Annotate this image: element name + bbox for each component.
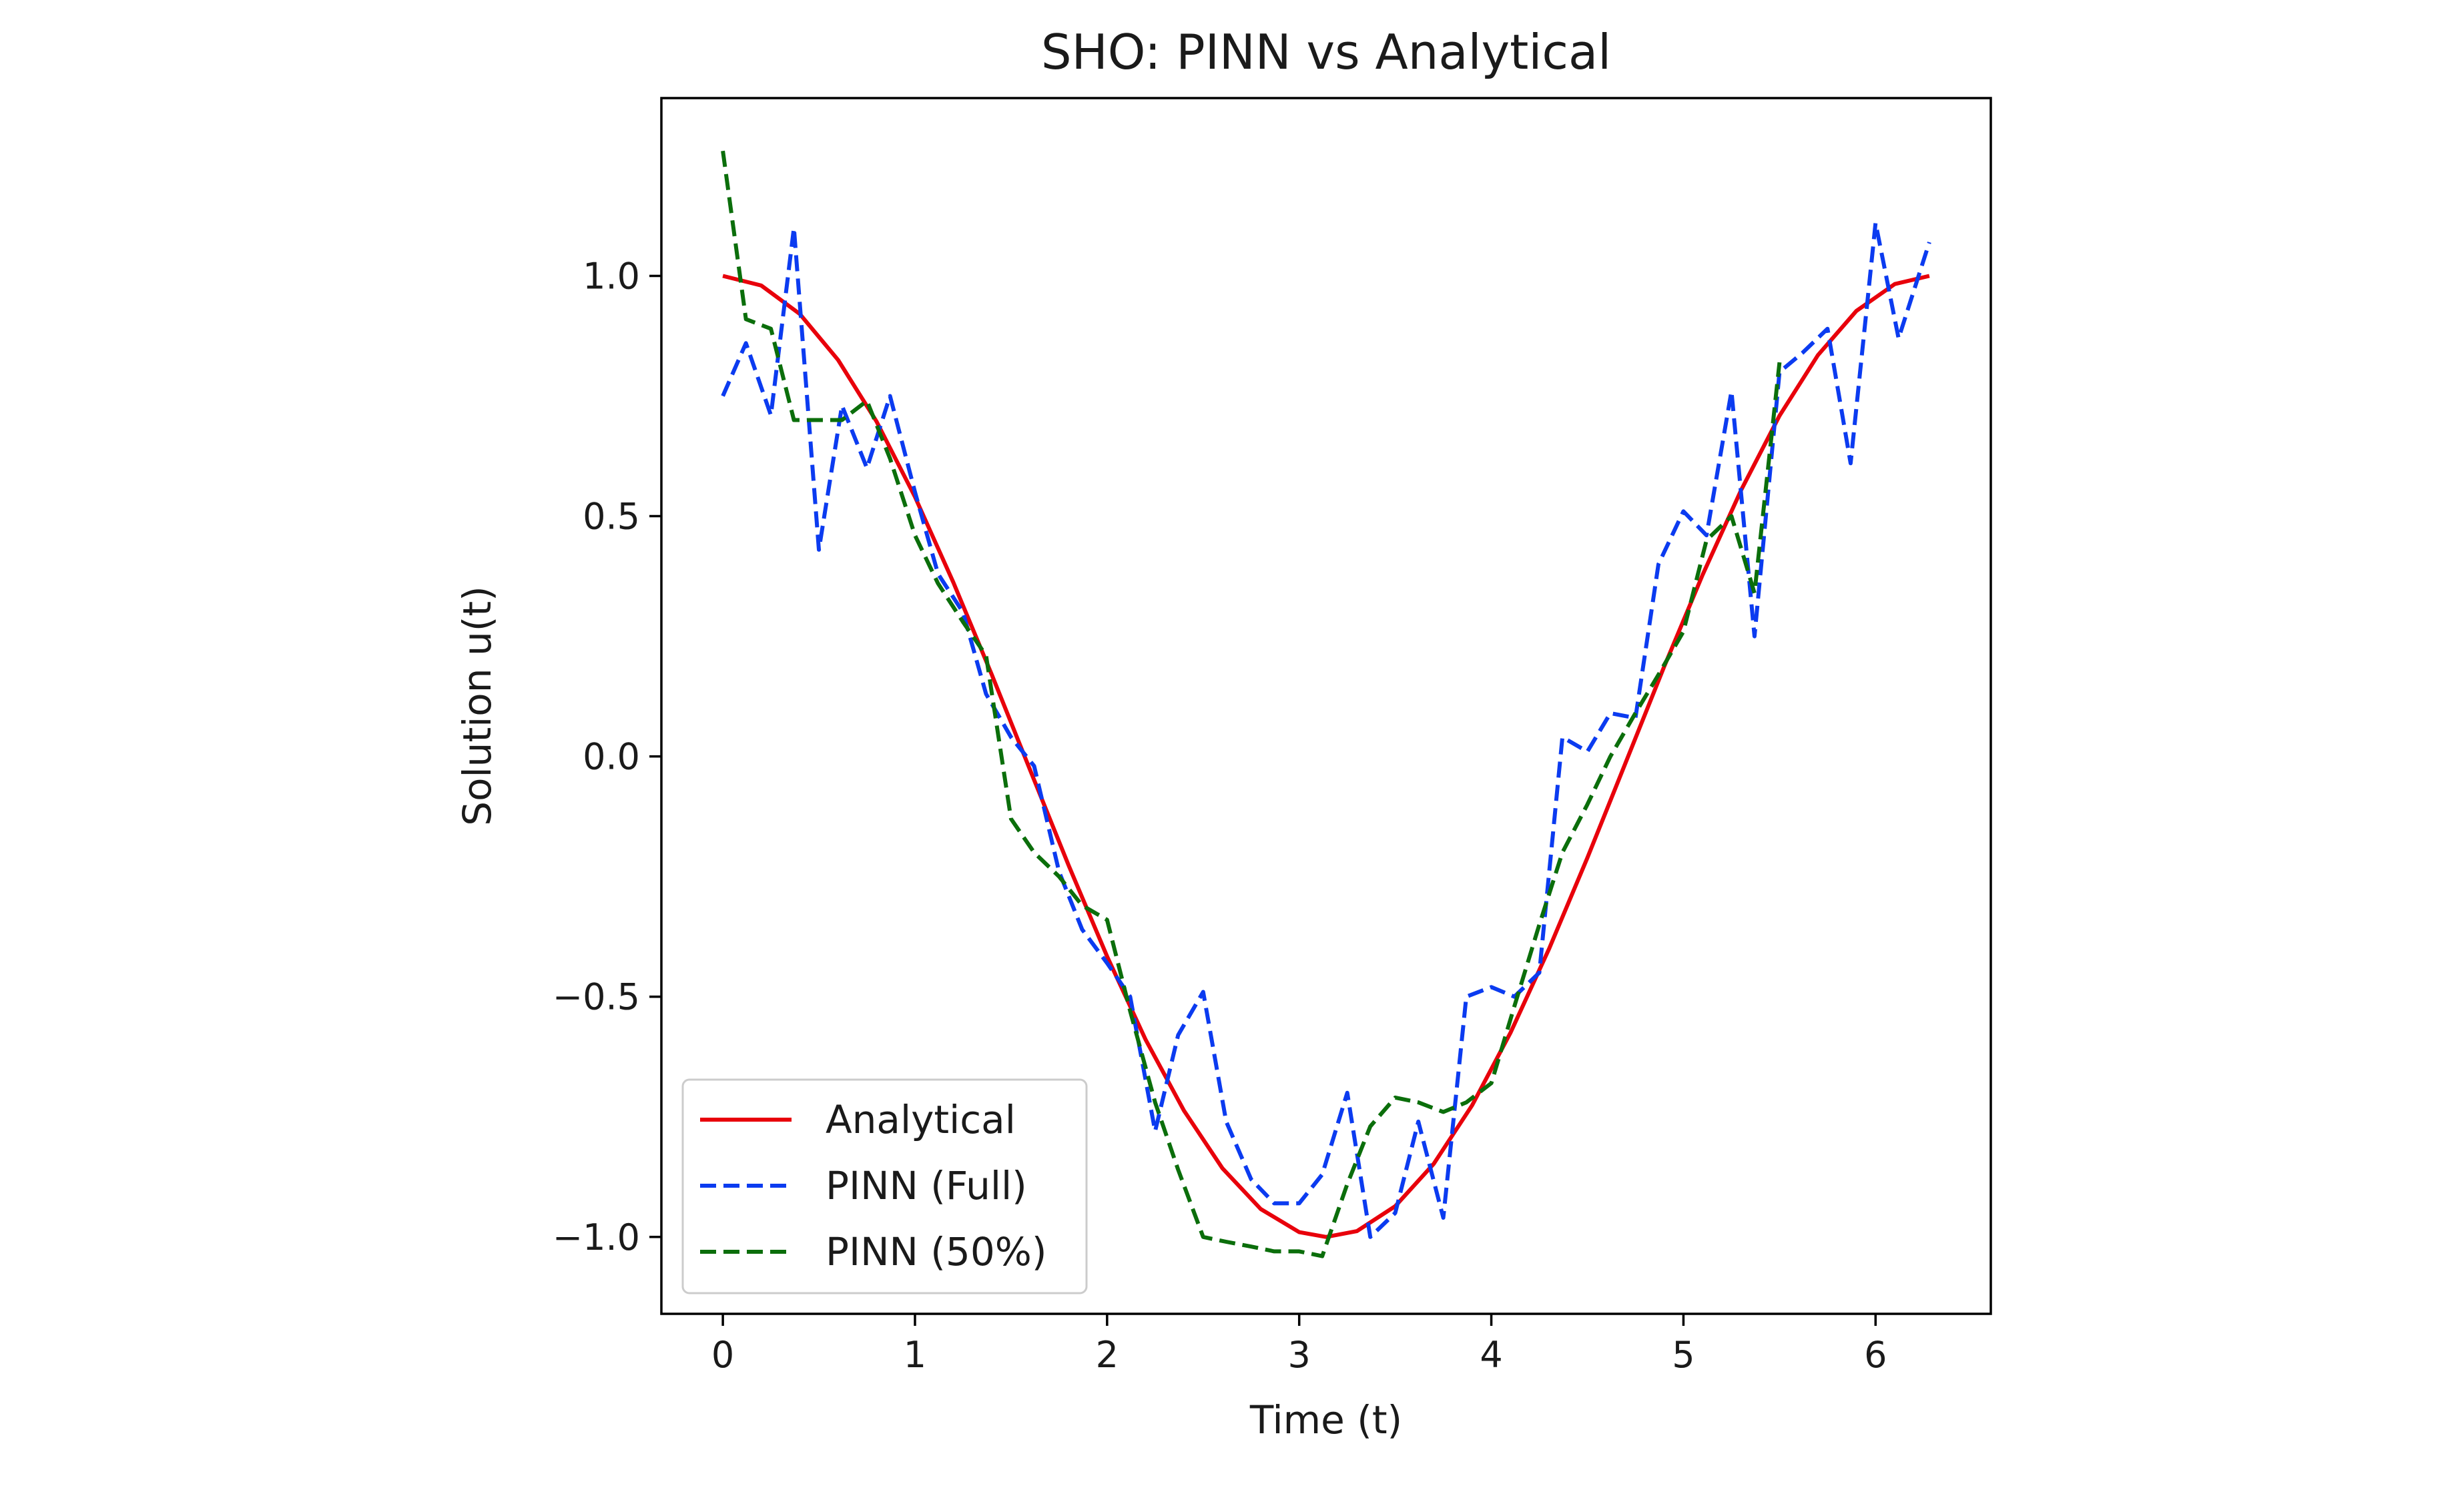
y-tick-label: 0.5 — [583, 496, 640, 538]
legend: Analytical PINN (Full) PINN (50%) — [681, 1078, 1088, 1294]
y-tick-label: −0.5 — [553, 976, 640, 1018]
series-layer — [721, 150, 1931, 1258]
x-tick-label: 2 — [1096, 1334, 1119, 1376]
x-tick-label: 6 — [1864, 1334, 1887, 1376]
x-tick-label: 0 — [711, 1334, 734, 1376]
series-line-pinn-50 — [721, 150, 1782, 1258]
y-axis: −1.0 −0.5 0.0 0.5 1.0 — [553, 255, 661, 1258]
legend-box — [681, 1078, 1088, 1294]
y-tick-label: 1.0 — [583, 255, 640, 297]
y-tick-label: 0.0 — [583, 736, 640, 778]
x-tick-label: 1 — [904, 1334, 926, 1376]
y-tick-label: −1.0 — [553, 1216, 640, 1258]
x-tick-label: 4 — [1480, 1334, 1502, 1376]
x-axis: 0 1 2 3 4 5 6 — [711, 1314, 1887, 1376]
y-axis-label: Solution u(t) — [454, 586, 500, 825]
legend-label-pinn-50: PINN (50%) — [826, 1229, 1046, 1274]
x-tick-label: 5 — [1672, 1334, 1695, 1376]
x-tick-label: 3 — [1288, 1334, 1311, 1376]
legend-label-pinn-full: PINN (Full) — [826, 1163, 1027, 1208]
chart-title: SHO: PINN vs Analytical — [1041, 24, 1611, 80]
legend-label-analytical: Analytical — [826, 1097, 1016, 1142]
series-line-pinn-full — [721, 221, 1931, 1239]
x-axis-label: Time (t) — [1249, 1397, 1402, 1443]
